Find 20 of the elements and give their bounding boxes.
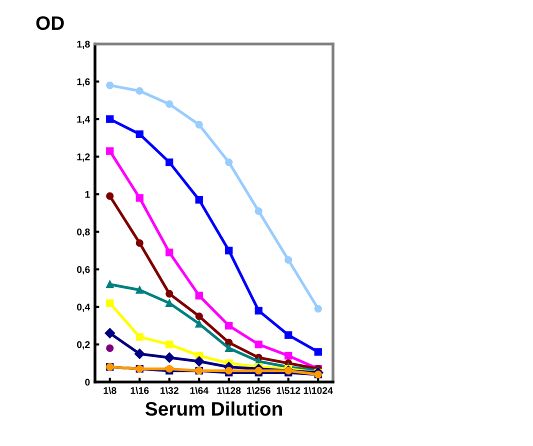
y-tick-label: 0,4 — [77, 304, 90, 312]
x-tick-label: 1\64 — [190, 386, 209, 394]
x-tick-label: 1\8 — [104, 386, 116, 394]
y-tick-label: 1,4 — [77, 116, 90, 124]
y-tick-label: 0,6 — [77, 266, 90, 274]
y-tick-label: 0 — [85, 378, 90, 386]
x-tick-label: 1\16 — [130, 386, 149, 394]
y-tick-label: 0,8 — [77, 228, 90, 237]
y-tick-label: 1,8 — [77, 40, 90, 50]
y-tick-label: 1,6 — [77, 78, 90, 87]
x-tick-label: 1\1024 — [304, 386, 333, 394]
y-tick-label: 1,2 — [77, 153, 90, 162]
x-tick-label: 1\128 — [217, 386, 241, 394]
y-tick-label: 1 — [85, 191, 90, 198]
x-tick-label: 1\256 — [247, 386, 270, 394]
x-tick-label: 1\32 — [160, 386, 178, 394]
y-tick-label: 0,2 — [77, 341, 90, 350]
x-tick-label: 1\512 — [276, 386, 300, 394]
y-axis-title: OD — [36, 16, 64, 30]
x-axis-title: Serum Dilution — [145, 401, 282, 416]
